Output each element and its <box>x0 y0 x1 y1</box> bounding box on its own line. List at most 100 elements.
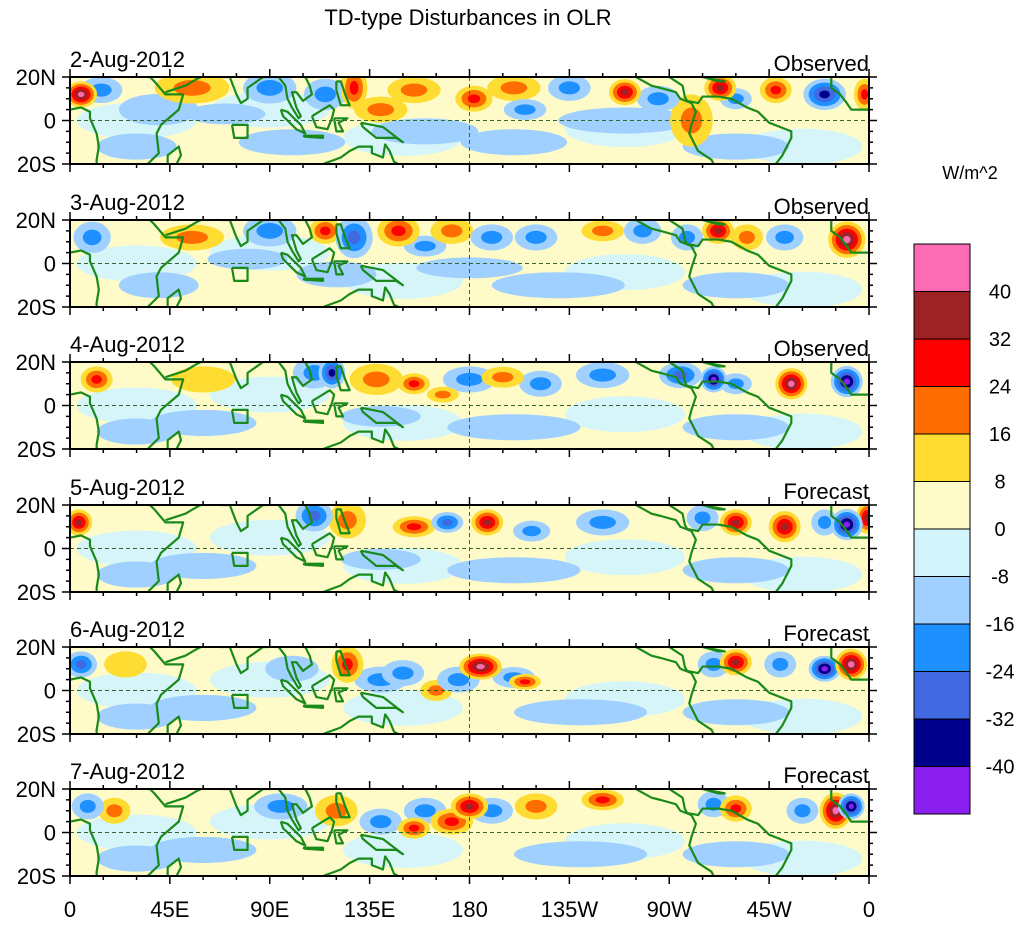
olr-anomaly-contour <box>558 81 581 95</box>
olr-anomaly-contour <box>319 226 331 236</box>
panel-kind-label: Forecast <box>783 763 869 788</box>
panel-date: 6-Aug-2012 <box>70 617 185 642</box>
coastline <box>830 647 869 681</box>
y-tick-label: 20S <box>17 722 56 747</box>
olr-anomaly-contour <box>185 103 266 125</box>
olr-anomaly-contour <box>705 657 722 671</box>
coastline <box>230 551 249 568</box>
colorbar-label: -8 <box>991 567 1009 589</box>
coastline <box>335 80 351 107</box>
coastline <box>635 220 715 307</box>
coastline <box>668 362 793 449</box>
map-panel: 20N 0 20S 5-Aug-2012 Forecast <box>16 475 877 605</box>
panel-kind-label: Observed <box>774 51 869 76</box>
olr-anomaly-contour <box>256 223 284 239</box>
olr-anomaly-contour <box>149 694 257 721</box>
panel-kind-label: Observed <box>774 194 869 219</box>
coastline <box>146 647 185 734</box>
coastline <box>70 534 100 592</box>
x-tick-label: 135E <box>344 897 395 922</box>
olr-anomaly-contour <box>75 660 87 669</box>
coastline <box>830 505 869 539</box>
panel-kind-label: Forecast <box>783 479 869 504</box>
coastline <box>335 223 351 250</box>
olr-anomaly-contour <box>406 523 422 531</box>
y-tick-label: 20N <box>16 635 56 660</box>
olr-anomaly-contour <box>370 815 392 829</box>
coastline <box>333 545 349 561</box>
coastline <box>302 134 325 139</box>
olr-anomaly-contour <box>843 235 851 244</box>
coastline <box>702 647 726 653</box>
map-panel: 20N 0 20S 4-Aug-2012 Observed <box>16 332 877 462</box>
olr-anomaly-contour <box>79 799 96 813</box>
map-panel: 20N 0 20S 2-Aug-2012 Observed <box>16 47 877 177</box>
panel-kind-label: Forecast <box>783 621 869 646</box>
coastline <box>279 678 307 705</box>
olr-anomaly-contour <box>595 796 610 804</box>
y-tick-label: 20N <box>16 777 56 802</box>
panel-date: 3-Aug-2012 <box>70 190 185 215</box>
olr-anomaly-contour <box>476 663 485 670</box>
coastline <box>702 77 726 83</box>
colorbar-label: 8 <box>994 472 1005 494</box>
coastline <box>830 77 869 111</box>
olr-anomaly-contour <box>325 802 347 819</box>
colorbar-swatch <box>913 623 971 672</box>
coastline <box>830 789 869 823</box>
olr-anomaly-contour <box>620 88 629 96</box>
coastline <box>335 365 351 392</box>
olr-anomaly-contour <box>848 661 855 668</box>
olr-anomaly-contour <box>514 104 536 115</box>
coastline <box>333 260 349 276</box>
olr-anomaly-contour <box>682 841 790 868</box>
olr-anomaly-contour <box>775 230 794 244</box>
y-tick-label: 20N <box>16 493 56 518</box>
coastline <box>359 549 405 572</box>
coastline <box>165 505 202 522</box>
panel-date: 2-Aug-2012 <box>70 47 185 72</box>
olr-anomaly-contour <box>460 129 568 156</box>
coastline <box>333 687 349 703</box>
coastline <box>702 220 726 226</box>
coastline <box>302 562 325 568</box>
olr-anomaly-contour <box>267 799 295 813</box>
olr-anomaly-contour <box>391 225 406 237</box>
panel-kind-label: Observed <box>774 336 869 361</box>
olr-anomaly-contour <box>788 380 795 387</box>
olr-anomaly-contour <box>96 133 177 160</box>
coastline <box>230 123 249 139</box>
colorbar-label: 40 <box>989 282 1011 304</box>
map-panel: 20N 0 20S 3-Aug-2012 Observed <box>16 190 877 320</box>
colorbar-label: -32 <box>986 709 1015 731</box>
olr-anomaly-contour <box>481 230 503 244</box>
colorbar-label: 32 <box>989 329 1011 351</box>
y-tick-label: 20S <box>17 437 56 462</box>
olr-anomaly-contour <box>592 225 614 237</box>
olr-anomaly-contour <box>447 414 581 441</box>
coastline <box>165 220 202 237</box>
olr-anomaly-contour <box>441 518 453 526</box>
x-tick-label: 0 <box>863 897 875 922</box>
olr-anomaly-contour <box>447 673 470 687</box>
olr-anomaly-contour <box>392 666 414 680</box>
olr-anomaly-contour <box>347 230 361 245</box>
olr-anomaly-contour <box>441 224 463 238</box>
x-tick-label: 0 <box>64 897 76 922</box>
coastline <box>668 77 793 164</box>
coastline <box>668 789 793 876</box>
olr-anomaly-contour <box>738 230 755 244</box>
coastline <box>322 713 399 734</box>
coastline <box>359 264 405 287</box>
colorbar-swatch <box>913 671 971 720</box>
olr-anomaly-contour <box>340 405 421 427</box>
olr-anomaly-contour <box>265 655 319 682</box>
colorbar-label: -16 <box>986 614 1015 636</box>
coastline <box>166 573 183 592</box>
y-tick-label: 20N <box>16 208 56 233</box>
panel-date: 4-Aug-2012 <box>70 332 185 357</box>
coastline <box>359 833 405 856</box>
olr-anomaly-contour <box>414 240 436 252</box>
olr-anomaly-contour <box>513 841 648 868</box>
